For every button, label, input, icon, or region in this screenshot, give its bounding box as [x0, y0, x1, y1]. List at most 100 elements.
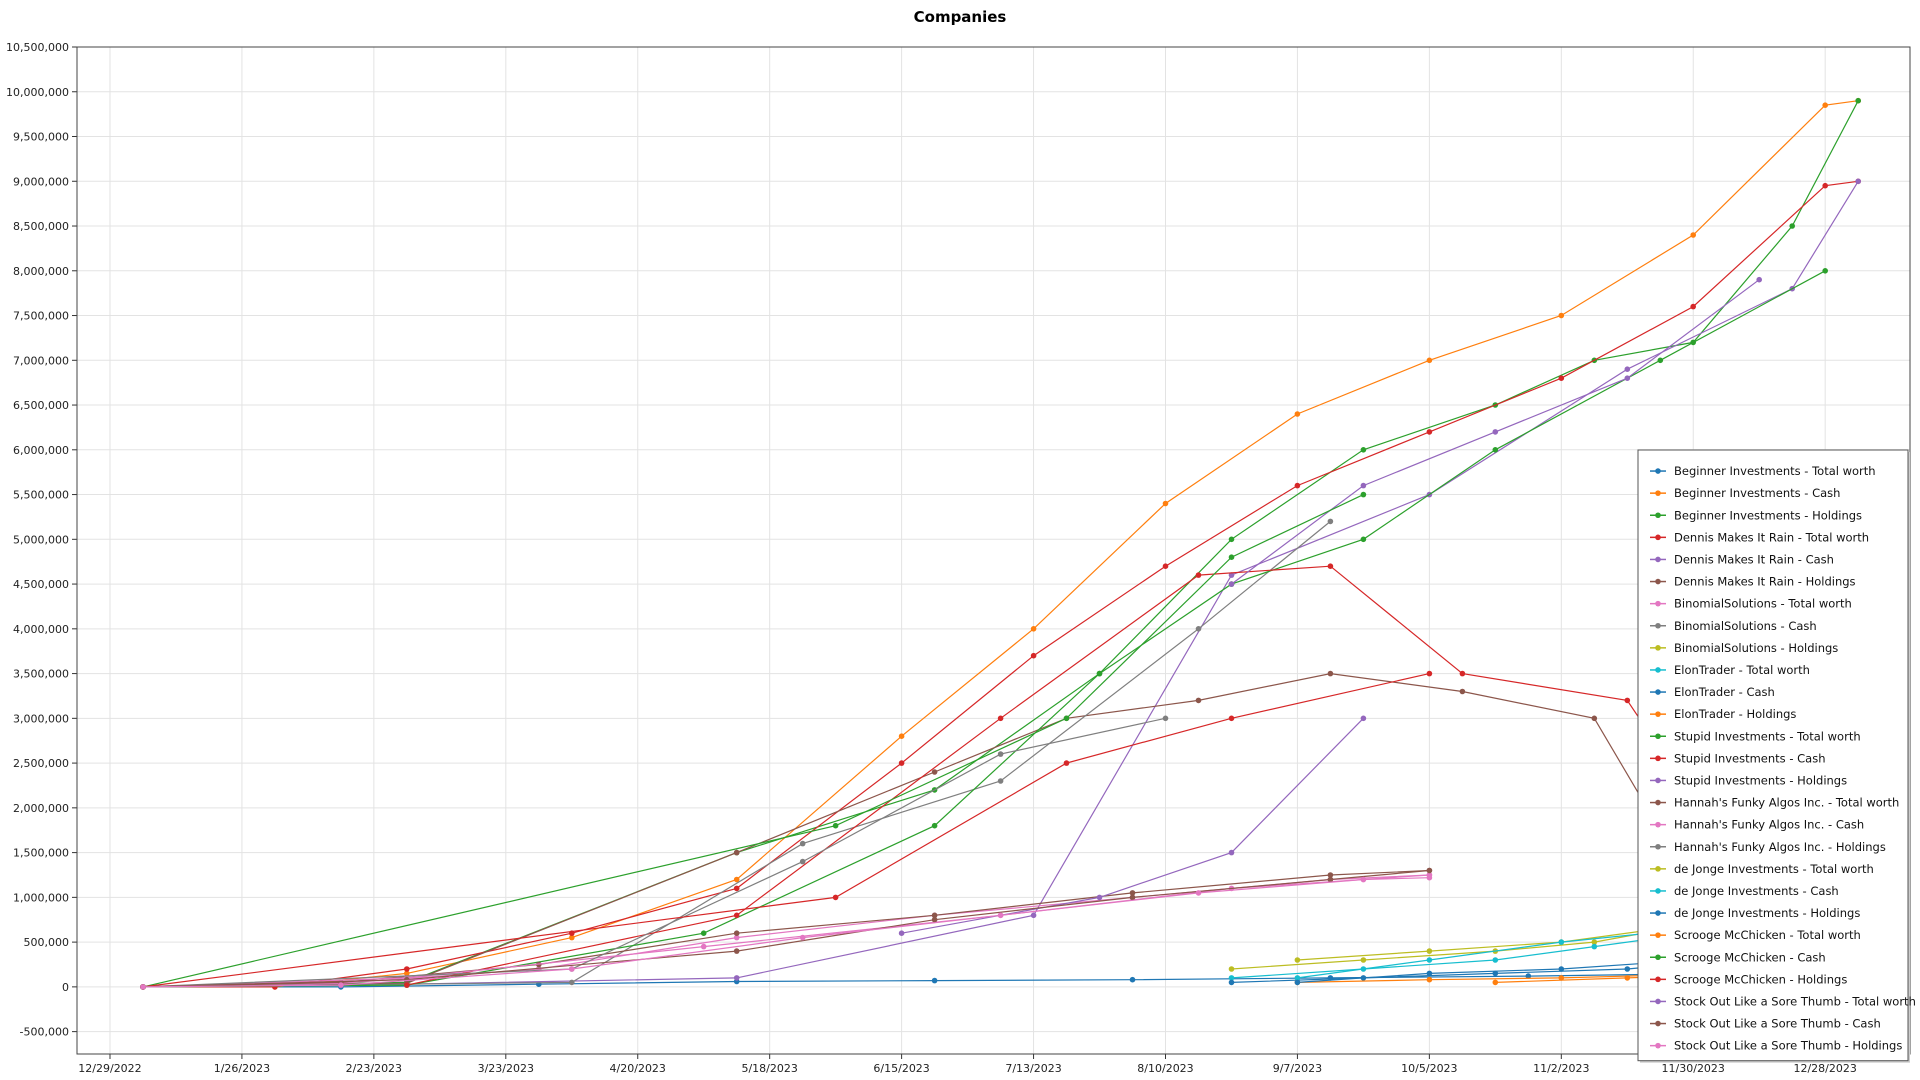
data-point [1822, 268, 1828, 274]
legend-entry: BinomialSolutions - Holdings [1674, 641, 1838, 655]
data-point [1426, 357, 1433, 364]
data-point [1591, 939, 1598, 945]
data-point [733, 948, 740, 954]
data-point [1162, 500, 1169, 507]
legend-entry: de Jonge Investments - Cash [1674, 884, 1839, 898]
data-point [733, 876, 740, 883]
x-tick-label: 12/29/2022 [78, 1062, 141, 1075]
x-tick-label: 4/20/2023 [610, 1062, 666, 1075]
legend-entry: Hannah's Funky Algos Inc. - Holdings [1674, 840, 1886, 854]
series-14 [1228, 276, 1762, 587]
data-point [931, 977, 938, 984]
data-point [1426, 957, 1433, 963]
y-tick-label: 0 [62, 981, 69, 994]
data-point [1492, 429, 1499, 435]
y-tick-label: 5,000,000 [13, 533, 69, 546]
data-point [1492, 970, 1499, 977]
legend-swatch-marker [1655, 866, 1661, 872]
data-point [931, 769, 938, 775]
data-point [1327, 876, 1334, 883]
data-point [1228, 975, 1235, 981]
data-point [1426, 874, 1433, 881]
data-point [1624, 366, 1631, 373]
legend-entry: ElonTrader - Holdings [1674, 707, 1796, 721]
data-point [1195, 626, 1202, 632]
data-point [1327, 518, 1334, 525]
data-point [931, 822, 938, 829]
legend-box [1637, 449, 1909, 1062]
series-line [406, 565, 1760, 986]
legend-swatch-marker [1655, 490, 1661, 496]
data-point [700, 930, 707, 936]
y-tick-label: 7,500,000 [13, 310, 69, 323]
data-point [1327, 872, 1334, 878]
x-tick-label: 11/2/2023 [1533, 1062, 1589, 1075]
legend-entry: Stupid Investments - Cash [1674, 751, 1826, 765]
series-layer [140, 97, 1861, 990]
series-line [143, 972, 1859, 988]
series-line [1297, 928, 1694, 979]
data-point [404, 982, 410, 988]
data-point [1063, 760, 1070, 766]
series-4 [140, 178, 1861, 990]
data-point [404, 970, 410, 977]
data-point [1558, 975, 1565, 981]
legend-entry: Dennis Makes It Rain - Total worth [1674, 530, 1869, 544]
legend-entry: Scrooge McChicken - Total worth [1674, 928, 1861, 942]
data-point [1492, 979, 1499, 986]
data-point [1228, 849, 1235, 856]
data-point [931, 912, 938, 919]
x-tick-label: 2/23/2023 [346, 1062, 402, 1075]
legend-swatch-marker [1655, 512, 1661, 519]
legend-swatch-marker [1655, 843, 1661, 850]
data-point [1558, 312, 1565, 319]
data-point [1228, 536, 1235, 543]
legend-swatch-marker [1655, 622, 1661, 629]
data-point [1294, 979, 1301, 986]
legend-swatch-marker [1655, 600, 1661, 607]
data-point [1360, 447, 1367, 453]
legend[interactable]: Beginner Investments - Total worth Beginn… [1637, 449, 1916, 1063]
legend-entry: Scrooge McChicken - Holdings [1674, 972, 1847, 986]
data-point [1096, 894, 1103, 901]
series-line [142, 520, 1331, 988]
data-point [1360, 491, 1367, 498]
data-point [1591, 715, 1598, 722]
data-point [1426, 976, 1433, 983]
data-point [1228, 554, 1235, 560]
x-tick-label: 7/13/2023 [1005, 1062, 1061, 1075]
x-tick-label: 3/23/2023 [478, 1062, 534, 1075]
legend-swatch-marker [1655, 556, 1661, 563]
data-point [1294, 957, 1301, 963]
y-tick-label: 4,000,000 [13, 623, 69, 636]
x-tick-label: 5/18/2023 [741, 1062, 797, 1075]
y-tick-label: 10,500,000 [6, 41, 69, 54]
legend-swatch-marker [1655, 888, 1661, 894]
y-tick-label: 7,000,000 [13, 354, 69, 367]
y-tick-label: -500,000 [20, 1026, 69, 1039]
plot-area [77, 47, 1910, 1054]
data-point [1228, 572, 1235, 578]
data-point [1096, 670, 1103, 677]
legend-entry: Beginner Investments - Cash [1674, 486, 1840, 500]
data-point [1855, 97, 1861, 104]
series-line [143, 100, 1859, 988]
y-tick-label: 6,500,000 [13, 399, 69, 412]
data-point [931, 916, 938, 923]
y-tick-label: 9,500,000 [13, 131, 69, 144]
data-point [1360, 876, 1367, 883]
legend-entry: de Jonge Investments - Total worth [1674, 862, 1874, 876]
legend-entry: Hannah's Funky Algos Inc. - Cash [1674, 818, 1864, 832]
data-point [1624, 966, 1631, 972]
legend-entry: Beginner Investments - Total worth [1674, 464, 1876, 478]
data-point [1228, 715, 1235, 722]
data-point [1195, 697, 1202, 704]
data-point [1030, 626, 1037, 632]
legend-entry: BinomialSolutions - Total worth [1674, 597, 1852, 611]
y-tick-label: 1,000,000 [13, 891, 69, 904]
data-point [1063, 715, 1070, 722]
data-point [1690, 232, 1696, 238]
x-tick-label: 12/28/2023 [1793, 1062, 1856, 1075]
legend-swatch-marker [1655, 821, 1661, 828]
